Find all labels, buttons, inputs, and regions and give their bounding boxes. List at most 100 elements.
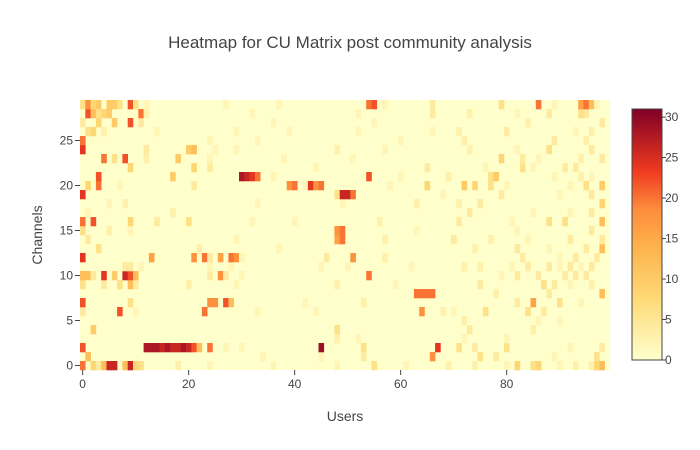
heatmap-cell [387, 181, 393, 191]
heatmap-cell [111, 271, 118, 281]
heatmap-cell [249, 172, 256, 182]
heatmap-cell [382, 235, 388, 245]
heatmap-cell [546, 217, 552, 227]
heatmap-cell [493, 289, 499, 299]
heatmap-cell [488, 172, 494, 182]
heatmap-cell [413, 289, 420, 299]
heatmap-cell [207, 253, 213, 263]
y-tick-label: 20 [60, 179, 74, 193]
heatmap-cell [80, 271, 86, 281]
heatmap-cell [207, 163, 213, 173]
heatmap-cell [133, 307, 139, 317]
heatmap-cell [207, 343, 213, 353]
heatmap-cell [525, 262, 531, 272]
heatmap-cell [583, 136, 590, 146]
heatmap-cell [196, 244, 203, 254]
heatmap-cell [80, 100, 86, 110]
heatmap-cell [546, 109, 552, 119]
heatmap-cell [90, 100, 97, 110]
heatmap-cell [249, 217, 256, 227]
heatmap-cell [546, 244, 552, 254]
heatmap-cell [254, 136, 261, 146]
heatmap-cell [366, 172, 372, 182]
heatmap-cell [90, 127, 97, 137]
heatmap-cell [551, 280, 558, 290]
heatmap-cell [201, 307, 208, 317]
heatmap-cell [530, 325, 537, 335]
heatmap-cell [117, 100, 123, 110]
heatmap-cell [101, 280, 107, 290]
heatmap-cell [175, 343, 181, 353]
heatmap-cell [599, 361, 605, 371]
heatmap-cell [286, 127, 293, 137]
heatmap-cell [572, 361, 579, 371]
heatmap-cell [106, 226, 113, 236]
heatmap-cell [90, 325, 97, 335]
heatmap-cell [101, 361, 107, 371]
x-tick-label: 60 [394, 377, 408, 391]
heatmap-cell [80, 253, 86, 263]
y-tick-label: 25 [60, 134, 74, 148]
heatmap-cell [191, 145, 197, 155]
heatmap-cell [334, 235, 340, 245]
heatmap-cell [588, 361, 595, 371]
heatmap-cell [138, 262, 144, 272]
heatmap-cell [477, 262, 484, 272]
heatmap-cell [201, 253, 208, 263]
heatmap-cell [334, 145, 340, 155]
heatmap-cell [594, 253, 600, 263]
heatmap-cell [334, 361, 340, 371]
heatmap-cell [392, 280, 399, 290]
heatmap-cell [482, 163, 489, 173]
heatmap-cell [143, 154, 150, 164]
heatmap-cell [530, 208, 537, 218]
x-tick-label: 20 [182, 377, 196, 391]
heatmap-cell [339, 226, 346, 236]
heatmap-cell [578, 154, 584, 164]
heatmap-cell [514, 226, 521, 236]
heatmap-cell [127, 271, 134, 281]
colorbar [631, 108, 663, 361]
heatmap-cell [334, 226, 340, 236]
heatmap-cell [445, 361, 452, 371]
y-tick-label: 0 [66, 359, 73, 373]
heatmap-cell [350, 253, 356, 263]
heatmap-cell [80, 343, 86, 353]
heatmap-cell [334, 280, 340, 290]
heatmap-cell [435, 343, 441, 353]
heatmap-cell [313, 307, 319, 317]
heatmap-cell [551, 352, 558, 362]
heatmap-cell [424, 181, 431, 191]
heatmap-cell [599, 118, 605, 128]
heatmap-cell [350, 154, 356, 164]
heatmap-cell [138, 118, 144, 128]
heatmap-cell [159, 343, 166, 353]
heatmap-cell [599, 199, 605, 209]
heatmap-cell [101, 127, 107, 137]
heatmap-cell [477, 199, 484, 209]
colorbar-tick-label: 10 [665, 272, 679, 286]
heatmap-cell [95, 118, 102, 128]
heatmap-cell [233, 280, 240, 290]
heatmap-cell [170, 208, 176, 218]
heatmap-cell [546, 289, 552, 299]
heatmap-cell [186, 280, 192, 290]
y-axis-title: Channels [29, 205, 45, 265]
heatmap-cell [583, 271, 590, 281]
heatmap-cell [419, 289, 425, 299]
heatmap-cell [541, 307, 547, 317]
x-tick-label: 80 [500, 377, 514, 391]
heatmap-cell [546, 262, 552, 272]
heatmap-cell [578, 109, 584, 119]
heatmap-cell [557, 361, 563, 371]
heatmap-cell [95, 361, 102, 371]
heatmap-cell [249, 109, 256, 119]
heatmap-cell [117, 307, 123, 317]
heatmap-cell [111, 361, 118, 371]
heatmap-cell [440, 307, 446, 317]
heatmap-cell [302, 298, 309, 308]
heatmap-cell [424, 163, 431, 173]
heatmap-cell [355, 127, 362, 137]
heatmap-cell [276, 244, 282, 254]
